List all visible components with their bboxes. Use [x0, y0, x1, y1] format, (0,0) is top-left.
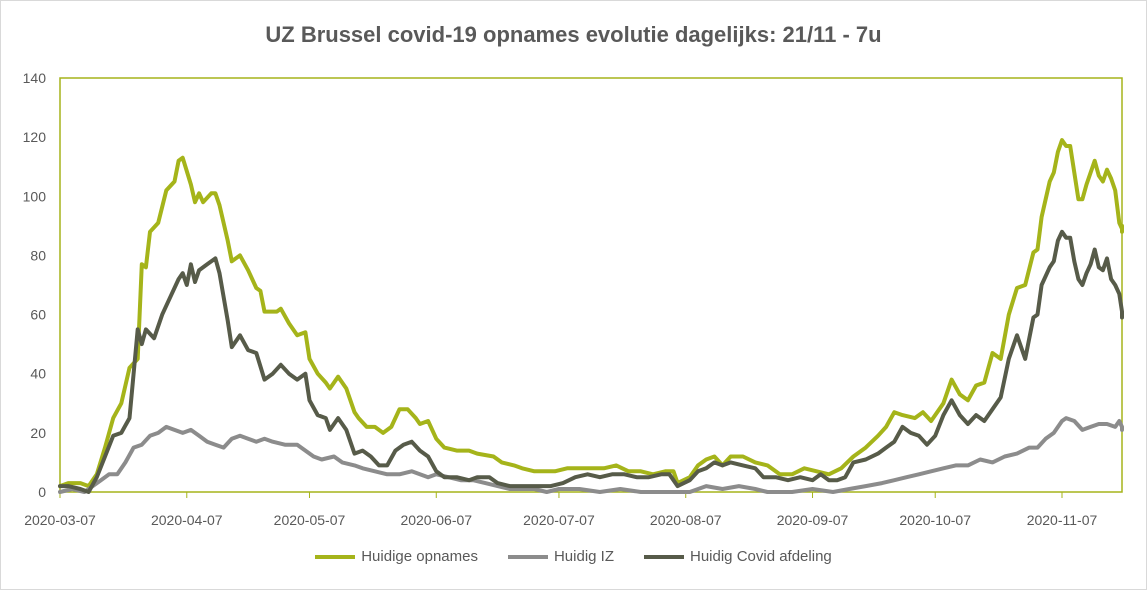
- x-tick-label: 2020-11-07: [1027, 512, 1098, 528]
- y-tick-label: 100: [23, 188, 47, 204]
- plot-border: [59, 77, 1123, 493]
- legend-swatch: [507, 554, 548, 559]
- legend: Huidige opnames Huidig IZ Huidig Covid a…: [0, 548, 1147, 565]
- series-line-2: [58, 416, 1124, 494]
- y-tick-label: 120: [23, 129, 47, 145]
- chart-title: UZ Brussel covid-19 opnames evolutie dag…: [265, 22, 882, 47]
- series-lines: [58, 138, 1124, 494]
- y-tick-label: 60: [30, 307, 46, 323]
- x-tick-label: 2020-10-07: [899, 512, 971, 528]
- y-tick-label: 80: [30, 247, 46, 263]
- legend-item-huidig-iz: Huidig IZ: [507, 548, 614, 565]
- x-axis: 2020-03-07 2020-04-07 2020-05-07 2020-06-07…: [24, 492, 1097, 528]
- legend-item-huidige-opnames: Huidige opnames: [315, 548, 478, 565]
- series-line-1: [58, 138, 1124, 489]
- y-tick-label: 0: [38, 484, 46, 500]
- x-tick-label: 2020-05-07: [274, 512, 346, 528]
- y-tick-label: 40: [30, 366, 46, 382]
- legend-label: Huidig IZ: [553, 548, 614, 565]
- x-tick-label: 2020-09-07: [777, 512, 849, 528]
- plot-area: [59, 77, 1123, 493]
- legend-label: Huidige opnames: [361, 548, 478, 565]
- legend-item-huidig-covid-afdeling: Huidig Covid afdeling: [644, 548, 832, 565]
- legend-swatch: [644, 554, 684, 559]
- x-tick-label: 2020-06-07: [400, 512, 472, 528]
- x-tick-label: 2020-04-07: [151, 512, 223, 528]
- x-tick-label: 2020-07-07: [523, 512, 595, 528]
- legend-label: Huidig Covid afdeling: [690, 548, 832, 565]
- legend-swatch: [315, 554, 356, 559]
- y-tick-label: 140: [23, 70, 47, 86]
- x-tick-label: 2020-08-07: [650, 512, 722, 528]
- series-line-3: [58, 229, 1124, 494]
- y-axis: 0 20 40 60 80 100 120 140: [23, 70, 47, 500]
- x-tick-label: 2020-03-07: [24, 512, 96, 528]
- y-tick-label: 20: [30, 425, 46, 441]
